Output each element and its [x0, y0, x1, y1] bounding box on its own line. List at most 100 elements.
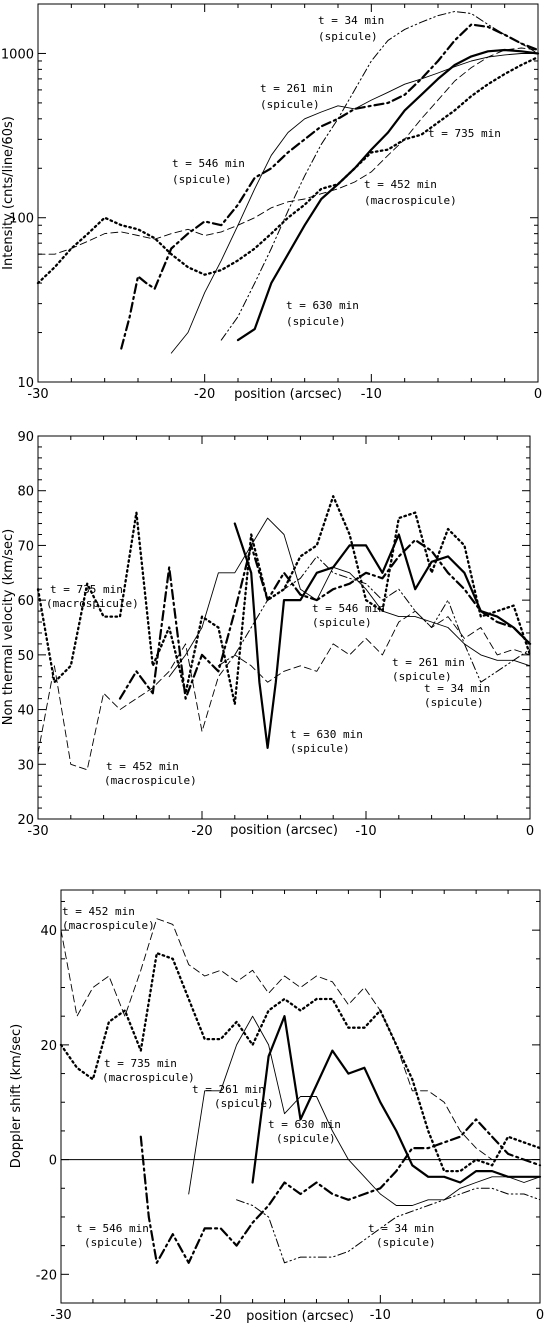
- svg-text:(spicule): (spicule): [260, 98, 320, 111]
- svg-text:(spicule): (spicule): [318, 30, 378, 43]
- x-tick-label: -20: [194, 387, 215, 402]
- svg-text:t = 452 min: t = 452 min: [364, 178, 437, 191]
- plot-frame: [37, 3, 539, 383]
- series-line-546min: [139, 1118, 542, 1264]
- svg-text:(macrospicule): (macrospicule): [364, 194, 457, 207]
- x-axis-label: position (arcsec): [246, 1309, 354, 1324]
- annotation-630: t = 630 min (spicule): [286, 299, 359, 328]
- annotation-452: t = 452 min (macrospicule): [364, 178, 457, 207]
- intensity-panel: -30 -20 -10 0 10 100 1000 position (arcsec) In…: [1, 3, 542, 402]
- annotation-34: t = 34 min (spicule): [318, 14, 384, 43]
- svg-text:(spicule): (spicule): [84, 1236, 144, 1249]
- annotation-34: t = 34 min(spicule): [424, 682, 490, 709]
- svg-text:t = 735 min: t = 735 min: [104, 1057, 177, 1070]
- axis-ticks: -30 -20 -10 0 -20 0 20 40: [36, 890, 544, 1323]
- svg-text:(macrospicule): (macrospicule): [104, 774, 197, 787]
- svg-text:t = 261 min: t = 261 min: [192, 1083, 265, 1096]
- annotation-34: t = 34 min(spicule): [368, 1222, 436, 1249]
- y-tick-label: 50: [17, 649, 34, 664]
- svg-text:(spicule): (spicule): [424, 696, 484, 709]
- svg-text:t = 452 min: t = 452 min: [62, 905, 135, 918]
- x-tick-label: 0: [536, 1308, 544, 1323]
- series-line-452min: [37, 610, 531, 771]
- x-tick-label: -30: [27, 387, 48, 402]
- svg-text:(spicule): (spicule): [376, 1236, 436, 1249]
- svg-text:t = 34 min: t = 34 min: [368, 1222, 434, 1235]
- annotation-735: t = 735 min(macrospicule): [46, 583, 139, 610]
- series-lines: [36, 495, 532, 771]
- annotation-546: t = 546 min(spicule): [312, 602, 385, 629]
- series-line-261min: [168, 517, 531, 678]
- x-tick-label: 0: [526, 824, 534, 839]
- y-tick-label: 10: [17, 376, 34, 391]
- series-line-452min: [60, 918, 541, 1161]
- svg-text:(spicule): (spicule): [392, 670, 452, 683]
- y-tick-label: -20: [36, 1268, 57, 1283]
- svg-text:t = 546 min: t = 546 min: [76, 1222, 149, 1235]
- plot-frame: [37, 435, 531, 820]
- y-axis-label: Non thermal velocity (km/sec): [1, 529, 16, 725]
- svg-text:(spicule): (spicule): [286, 315, 346, 328]
- annotation-452: t = 452 min(macrospicule): [62, 905, 155, 932]
- y-tick-label: 40: [17, 704, 34, 719]
- y-tick-label: 1000: [1, 47, 34, 62]
- axis-ticks: -30 -20 -10 0 10 100 1000: [1, 3, 542, 402]
- svg-text:(spicule): (spicule): [290, 742, 350, 755]
- series-line-735min: [36, 55, 540, 285]
- svg-text:t = 34 min: t = 34 min: [318, 14, 384, 27]
- series-line-630min: [251, 1015, 542, 1184]
- series-line-452min: [37, 47, 539, 255]
- y-tick-label: 30: [17, 758, 34, 773]
- plot-frame: [60, 889, 541, 1304]
- annotation-630: t = 630 min(spicule): [268, 1118, 341, 1145]
- svg-text:t = 261 min: t = 261 min: [260, 82, 333, 95]
- svg-text:(macrospicule): (macrospicule): [62, 919, 155, 932]
- x-axis-label: position (arcsec): [230, 823, 338, 838]
- y-tick-label: 80: [17, 485, 34, 500]
- x-axis-label: position (arcsec): [234, 387, 342, 402]
- x-tick-label: 0: [534, 387, 542, 402]
- svg-text:(spicule): (spicule): [172, 173, 232, 186]
- series-line-34min: [220, 11, 539, 341]
- y-tick-label: 20: [40, 1039, 57, 1054]
- x-tick-label: -10: [355, 824, 376, 839]
- series-lines: [36, 11, 540, 354]
- svg-text:t = 546 min: t = 546 min: [172, 157, 245, 170]
- annotation-452: t = 452 min(macrospicule): [104, 760, 197, 787]
- series-line-546min: [118, 538, 532, 700]
- y-axis-label: Doppler shift (km/sec): [9, 1024, 24, 1168]
- y-tick-label: 100: [9, 212, 34, 227]
- y-tick-label: 40: [40, 924, 57, 939]
- svg-text:t = 630 min: t = 630 min: [268, 1118, 341, 1131]
- annotation-261: t = 261 min(spicule): [192, 1083, 274, 1110]
- nonthermal-velocity-panel: -30 -20 -10 0 20 30 40 50 60 70 80 90 position (arc…: [1, 430, 534, 839]
- y-tick-label: 60: [17, 594, 34, 609]
- x-tick-label: -20: [210, 1308, 231, 1323]
- series-lines: [59, 918, 542, 1264]
- svg-text:t = 735 min: t = 735 min: [428, 127, 501, 140]
- annotation-261: t = 261 min(spicule): [392, 656, 465, 683]
- y-axis-label: Intensity (cnts/line/60s): [1, 116, 16, 270]
- svg-text:(spicule): (spicule): [214, 1097, 274, 1110]
- y-tick-label: 0: [49, 1154, 57, 1169]
- svg-text:t = 735 min: t = 735 min: [50, 583, 123, 596]
- x-tick-label: -20: [191, 824, 212, 839]
- annotation-546: t = 546 min (spicule): [172, 157, 245, 186]
- series-line-261min: [170, 53, 539, 354]
- svg-text:t = 261 min: t = 261 min: [392, 656, 465, 669]
- svg-text:t = 630 min: t = 630 min: [286, 299, 359, 312]
- y-tick-label: 20: [17, 813, 34, 828]
- series-line-34min: [236, 1187, 541, 1264]
- svg-text:t = 546 min: t = 546 min: [312, 602, 385, 615]
- y-tick-label: 70: [17, 539, 34, 554]
- series-line-261min: [188, 1015, 541, 1206]
- doppler-shift-panel: -30 -20 -10 0 -20 0 20 40 position (arcsec) Dop…: [9, 889, 544, 1324]
- svg-text:t = 630 min: t = 630 min: [290, 728, 363, 741]
- x-tick-label: -30: [50, 1308, 71, 1323]
- series-line-630min: [233, 522, 532, 750]
- series-line-630min: [236, 48, 540, 342]
- annotation-735: t = 735 min(macrospicule): [102, 1057, 195, 1084]
- x-tick-label: -30: [27, 824, 48, 839]
- x-tick-label: -10: [370, 1308, 391, 1323]
